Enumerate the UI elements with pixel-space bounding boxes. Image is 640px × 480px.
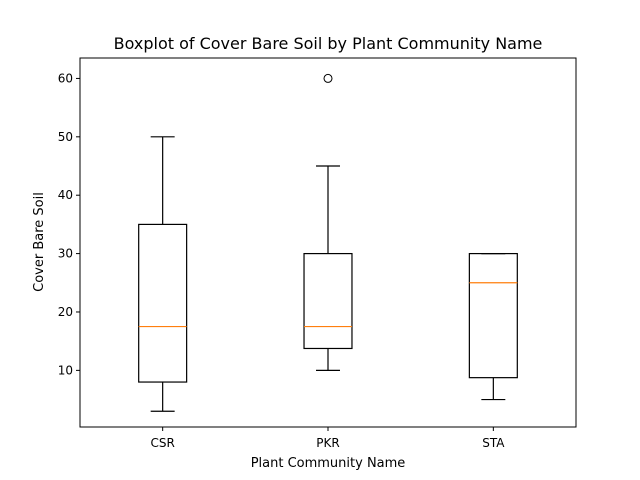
iqr-box xyxy=(303,252,353,350)
y-tick-label: 20 xyxy=(58,305,73,319)
y-axis-label: Cover Bare Soil xyxy=(32,192,47,292)
y-tick-label: 10 xyxy=(58,363,73,377)
x-tick-label: PKR xyxy=(316,436,339,450)
axes-layer: 10 20 30 40 50 60 CSR PKR STA xyxy=(58,71,506,450)
iqr-box xyxy=(138,223,188,383)
chart-title: Boxplot of Cover Bare Soil by Plant Comm… xyxy=(114,34,543,53)
box-group-sta xyxy=(468,252,518,401)
y-tick-label: 40 xyxy=(58,188,73,202)
y-tick-label: 30 xyxy=(58,247,73,261)
box-group-csr xyxy=(138,136,188,412)
iqr-box xyxy=(468,252,518,379)
y-tick-label: 50 xyxy=(58,130,73,144)
boxes-layer xyxy=(138,73,518,412)
box-group-pkr xyxy=(303,73,353,371)
y-tick-label: 60 xyxy=(58,71,73,85)
x-axis-label: Plant Community Name xyxy=(251,456,406,471)
x-tick-label: CSR xyxy=(150,436,174,450)
outlier-point xyxy=(323,73,333,83)
x-tick-label: STA xyxy=(482,436,505,450)
